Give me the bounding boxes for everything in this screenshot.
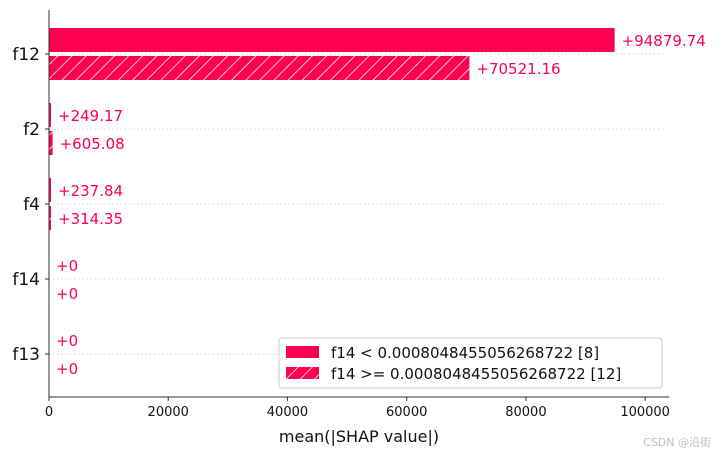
bar-value-labels: +94879.74 +70521.16 +249.17 +605.08 +237.84 +… [56, 32, 706, 378]
bar [49, 178, 51, 202]
bar [49, 103, 51, 127]
bar [49, 56, 470, 80]
legend-label: f14 >= 0.0008048455056268722 [12] [331, 365, 621, 383]
bar-value-label: +0 [56, 257, 78, 275]
bar-value-label: +605.08 [60, 135, 125, 153]
bar-value-label: +249.17 [58, 107, 123, 125]
bar-value-label: +0 [56, 332, 78, 350]
watermark: CSDN @沿街 [643, 436, 711, 449]
y-tick-label: f2 [23, 120, 40, 140]
bar-value-label: +0 [56, 360, 78, 378]
bar [49, 206, 51, 230]
y-tick-label: f12 [12, 45, 40, 65]
bar-value-label: +0 [56, 285, 78, 303]
y-tick-label: f13 [12, 345, 40, 365]
y-tick-label: f14 [12, 270, 40, 290]
legend-box [278, 337, 663, 389]
y-tick-label: f4 [23, 195, 40, 215]
x-tick-label: 20000 [148, 405, 189, 420]
x-tick-label: 80000 [505, 405, 546, 420]
bar-value-label: +237.84 [58, 182, 123, 200]
bar [49, 131, 53, 155]
x-axis-label: mean(|SHAP value|) [279, 427, 439, 446]
axes: f12 f2 f4 f14 f13 0 20000 40000 60000 80000 100000… [12, 10, 670, 446]
bars [49, 28, 615, 230]
bar-value-label: +70521.16 [476, 60, 560, 78]
x-tick-label: 60000 [386, 405, 427, 420]
x-tick-label: 100000 [620, 405, 670, 420]
x-tick-label: 0 [45, 405, 53, 420]
legend-swatch [286, 346, 319, 358]
bar [49, 28, 615, 52]
legend: f14 < 0.0008048455056268722 [8] f14 >= 0.… [278, 337, 663, 389]
legend-swatch [286, 367, 319, 379]
bar-value-label: +94879.74 [622, 32, 706, 50]
x-tick-label: 40000 [267, 405, 308, 420]
legend-label: f14 < 0.0008048455056268722 [8] [331, 344, 599, 362]
bar-value-label: +314.35 [58, 210, 123, 228]
row-gridlines [49, 53, 666, 355]
